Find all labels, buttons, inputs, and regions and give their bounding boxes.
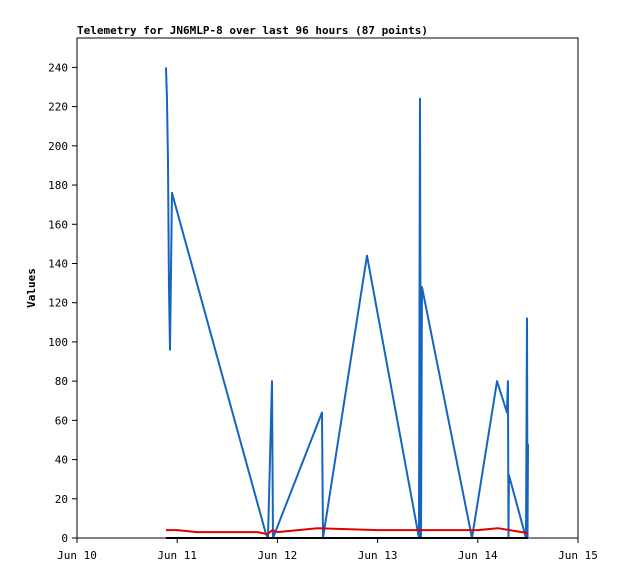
y-tick-label: 40 [55, 454, 68, 467]
x-tick-label: Jun 10 [57, 549, 97, 562]
y-tick-label: 0 [61, 532, 68, 545]
x-tick-label: Jun 11 [157, 549, 197, 562]
series-line [165, 527, 529, 536]
y-tick-label: 60 [55, 414, 68, 427]
y-tick-label: 220 [48, 101, 68, 114]
y-tick-label: 180 [48, 179, 68, 192]
plot-frame [76, 37, 579, 539]
y-axis-label: Values [25, 268, 38, 308]
x-tick-label: Jun 14 [458, 549, 498, 562]
y-tick-label: 140 [48, 257, 68, 270]
y-tick-label: 240 [48, 61, 68, 74]
y-tick-label: 20 [55, 493, 68, 506]
chart-title: Telemetry for JN6MLP-8 over last 96 hour… [77, 24, 428, 37]
y-tick-label: 80 [55, 375, 68, 388]
series-line [164, 67, 529, 539]
y-tick-label: 200 [48, 140, 68, 153]
y-tick-label: 100 [48, 336, 68, 349]
x-tick-label: Jun 12 [258, 549, 298, 562]
x-tick-label: Jun 15 [558, 549, 598, 562]
y-tick-label: 120 [48, 297, 68, 310]
y-tick-label: 160 [48, 218, 68, 231]
x-tick-label: Jun 13 [358, 549, 398, 562]
